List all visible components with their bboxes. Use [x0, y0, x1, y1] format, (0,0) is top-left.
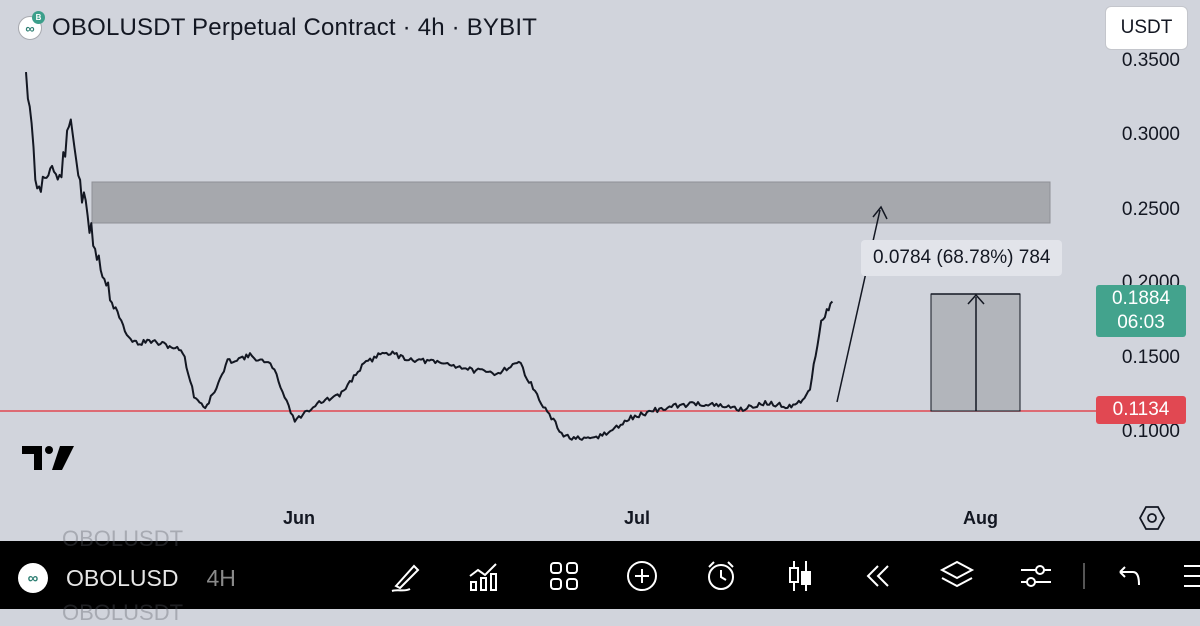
x-tick-label: Jun: [283, 508, 316, 528]
price-chart[interactable]: [0, 0, 1200, 541]
obol-logo-icon: ∞: [18, 563, 48, 593]
chart-settings-icon[interactable]: [1139, 505, 1165, 531]
chart-title-row[interactable]: ∞ B OBOLUSDT Perpetual Contract · 4h · BY…: [18, 11, 538, 44]
chart-title: OBOLUSDT Perpetual Contract · 4h · BYBIT: [52, 14, 538, 41]
replay-icon[interactable]: [860, 558, 896, 594]
y-tick-label: 0.1000: [1121, 421, 1180, 442]
toolbar-divider: [1083, 563, 1085, 589]
more-icon[interactable]: [1176, 558, 1200, 594]
obol-logo-icon: ∞ B: [18, 11, 45, 40]
chart-area[interactable]: ∞ B OBOLUSDT Perpetual Contract · 4h · BY…: [0, 0, 1200, 541]
y-tick-label: 0.3500: [1121, 50, 1180, 71]
alert-icon[interactable]: [703, 558, 739, 594]
price-range-arrowhead: [967, 293, 985, 305]
layers-icon[interactable]: [939, 558, 975, 594]
price-series-line: [25, 72, 834, 441]
x-tick-label: Jul: [624, 508, 651, 528]
support-price-badge: 0.1134: [1096, 396, 1186, 424]
bottom-toolbar: [0, 541, 1200, 609]
settings-sliders-icon[interactable]: [1018, 558, 1054, 594]
resistance-zone[interactable]: [91, 181, 1051, 224]
add-icon[interactable]: [624, 558, 660, 594]
exchange-badge-icon: B: [32, 11, 45, 24]
last-price-badge: 0.1884 06:03: [1096, 285, 1186, 337]
y-tick-label: 0.1500: [1121, 347, 1180, 368]
draw-icon[interactable]: [388, 558, 424, 594]
toolbar-symbol: OBOLUSD: [66, 564, 179, 591]
indicators-icon[interactable]: [466, 558, 502, 594]
symbol-selector[interactable]: ∞ OBOLUSD 4H: [18, 563, 236, 593]
currency-selector[interactable]: USDT: [1105, 6, 1188, 50]
projection-arrow[interactable]: [836, 209, 881, 403]
layouts-icon[interactable]: [546, 558, 582, 594]
interval-selector[interactable]: 4H: [206, 564, 236, 591]
undo-icon[interactable]: [1111, 558, 1147, 594]
last-price-value: 0.1884: [1111, 288, 1171, 309]
candles-icon[interactable]: [782, 558, 818, 594]
tradingview-logo-icon[interactable]: [20, 444, 76, 472]
scroll-ghost-text: OBOLUSDT: [62, 600, 184, 625]
projection-arrowhead: [872, 205, 888, 220]
x-tick-label: Aug: [963, 508, 998, 528]
scroll-ghost-text: OBOLUSDT: [62, 526, 184, 551]
bar-countdown: 06:03: [1117, 312, 1165, 333]
y-tick-label: 0.2500: [1121, 199, 1180, 220]
price-range-label: 0.0784 (68.78%) 784: [861, 240, 1063, 276]
y-tick-label: 0.3000: [1121, 124, 1180, 145]
